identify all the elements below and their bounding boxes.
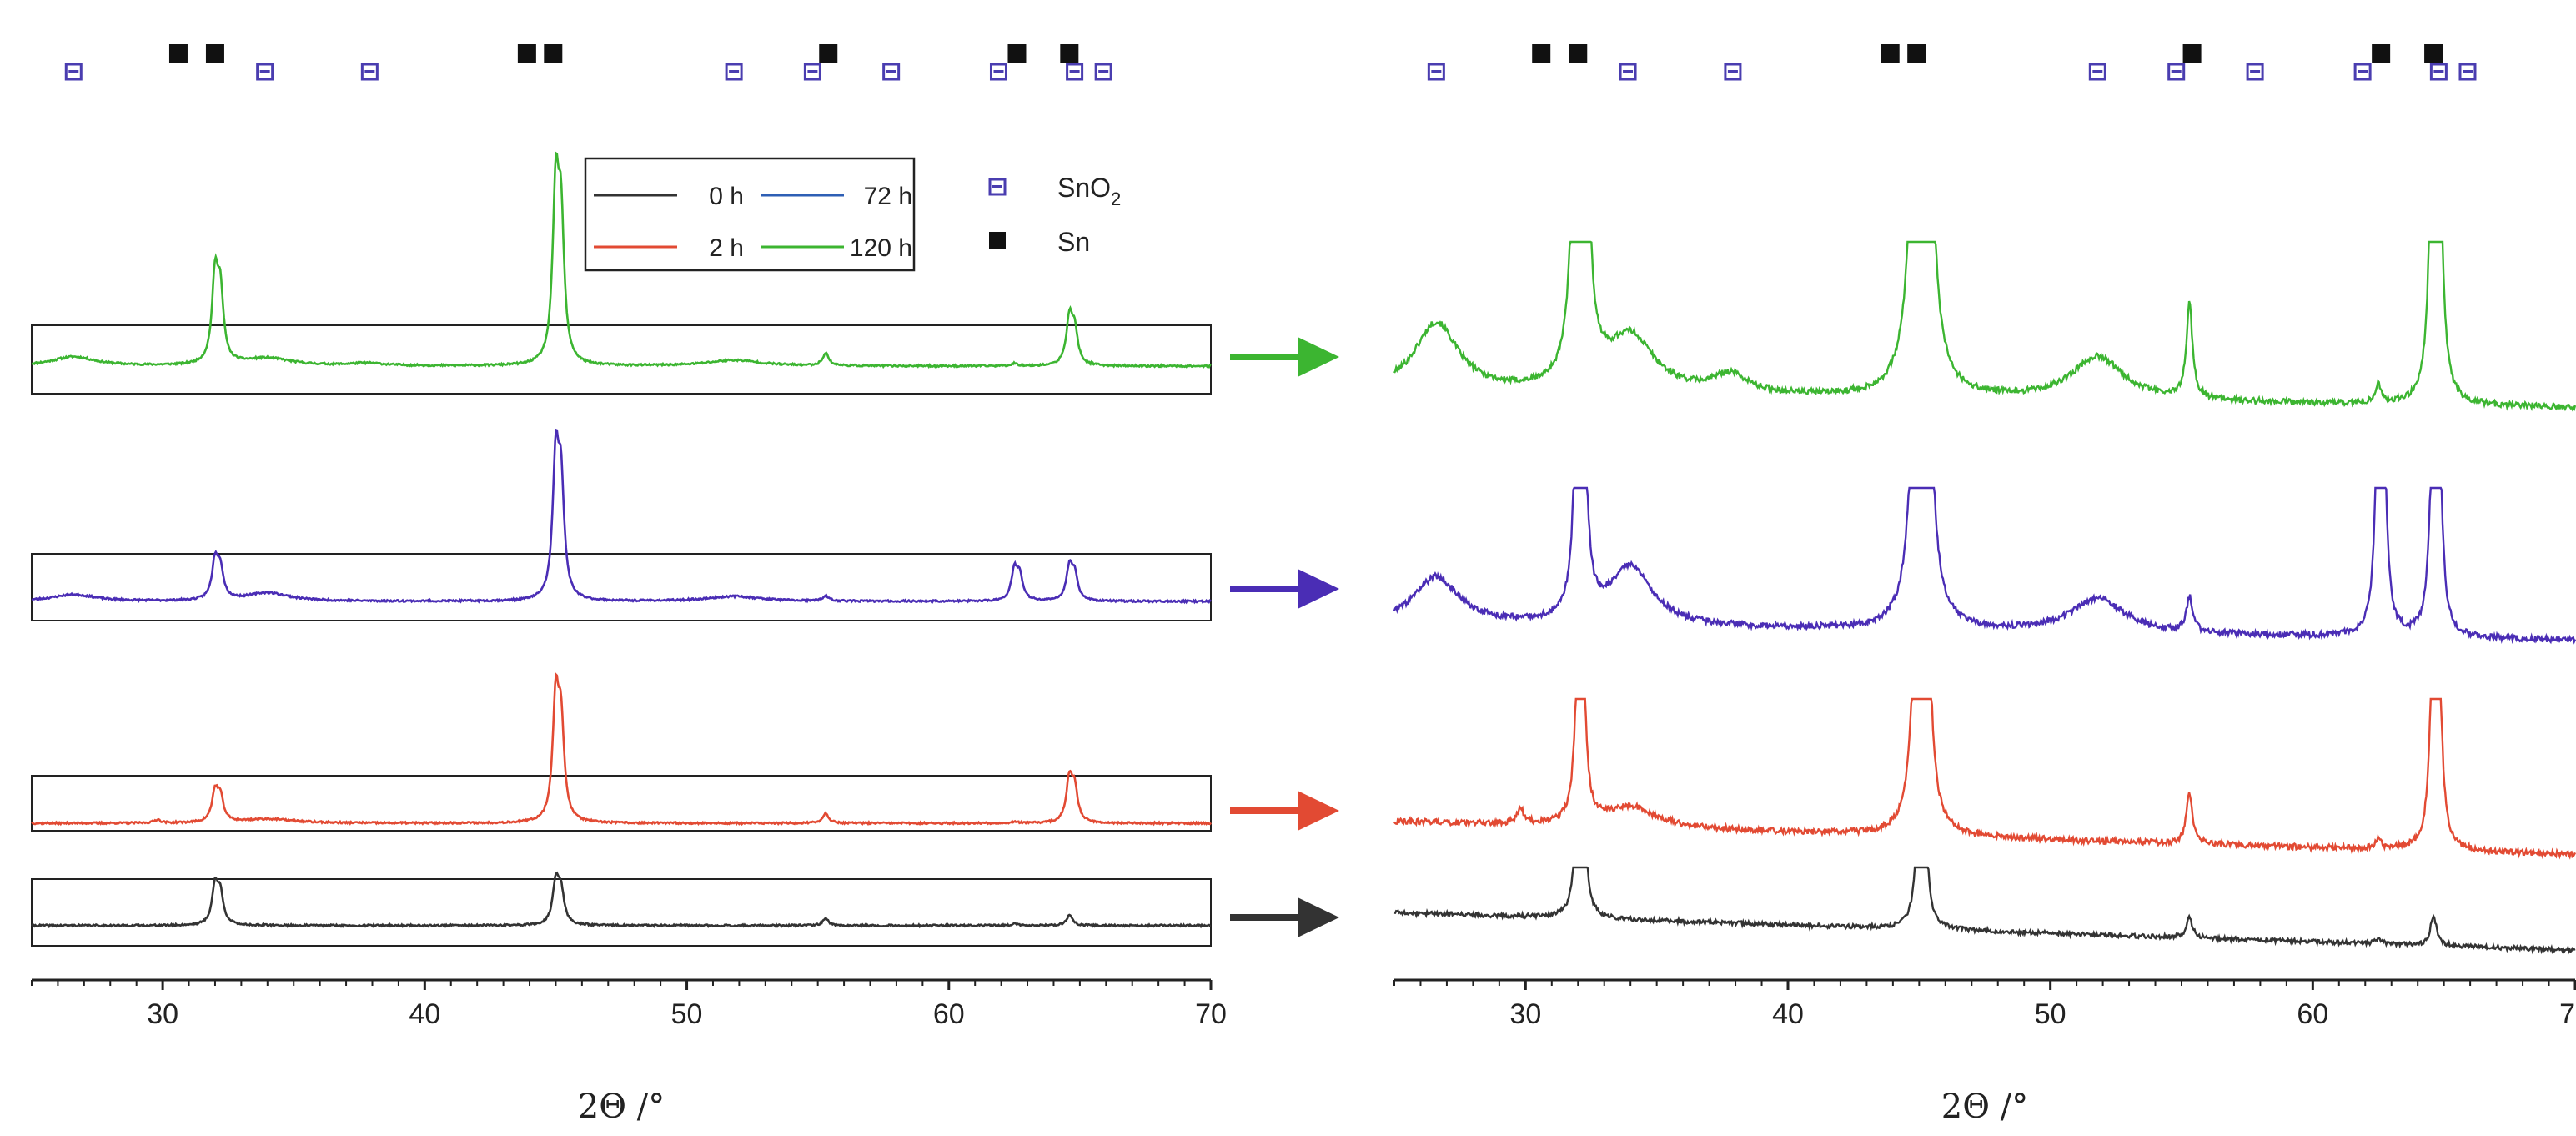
legend-label: 0 h <box>709 183 744 210</box>
tick-label: 30 <box>1509 998 1541 1030</box>
tick-label: 30 <box>147 998 178 1030</box>
sn-marker <box>1569 44 1588 63</box>
arrow-head <box>1298 569 1339 609</box>
sn-marker <box>1060 44 1079 63</box>
sn-marker <box>2424 44 2443 63</box>
left-x-axis-label: 2Θ /° <box>578 1088 665 1126</box>
zoom-box <box>31 324 1212 395</box>
tick-label: 60 <box>933 998 965 1030</box>
tick-label: 70 <box>2559 998 2576 1030</box>
series-line-zoomed <box>1393 697 2576 860</box>
right-x-axis-label: 2Θ /° <box>1941 1088 2028 1126</box>
zoom-box <box>31 775 1212 832</box>
legend-sno2-label: SnO2 <box>1057 173 1121 209</box>
series-line <box>30 871 1211 929</box>
legend-box <box>584 157 916 272</box>
series-line <box>31 151 1212 369</box>
sn-marker <box>1007 44 1027 63</box>
arrow-head <box>1298 337 1339 377</box>
arrow-head <box>1298 791 1339 831</box>
series-line <box>31 671 1213 827</box>
tick-label: 40 <box>1772 998 1804 1030</box>
sn-marker <box>517 44 536 63</box>
tick-label: 70 <box>1195 998 1227 1030</box>
sn-marker <box>168 44 188 63</box>
legend: 0 h 72 h 2 h 120 h SnO2 Sn <box>584 157 1121 272</box>
zoom-box <box>31 878 1212 947</box>
series-line-zoomed <box>1393 486 2576 645</box>
legend-label: 2 h <box>709 234 744 262</box>
legend-sn-marker <box>989 232 1006 249</box>
tick-label: 50 <box>671 998 703 1030</box>
right-panel: 30 40 50 60 70 2Θ /° <box>1393 44 2576 1126</box>
legend-sno2-text: SnO <box>1057 173 1111 203</box>
tick-label: 40 <box>409 998 440 1030</box>
sn-marker <box>2182 44 2202 63</box>
legend-sn-label: Sn <box>1057 227 1090 257</box>
tick-label: 60 <box>2297 998 2328 1030</box>
sn-marker <box>2372 44 2391 63</box>
series-line-zoomed <box>1393 240 2576 412</box>
arrow-head <box>1298 897 1339 937</box>
sn-marker <box>544 44 563 63</box>
series-line <box>31 428 1212 605</box>
tick-label: 50 <box>2035 998 2066 1030</box>
sn-marker <box>1532 44 1551 63</box>
sn-marker <box>1907 44 1926 63</box>
sn-marker <box>205 44 224 63</box>
legend-label: 120 h <box>850 234 912 262</box>
sn-marker <box>819 44 838 63</box>
arrows <box>1230 337 1339 937</box>
legend-sno2-subscript: 2 <box>1111 188 1121 209</box>
left-panel: 30 40 50 60 70 2Θ /° <box>30 44 1227 1126</box>
series-line-zoomed <box>1393 866 2576 955</box>
zoom-box <box>31 553 1212 621</box>
sn-marker <box>1881 44 1900 63</box>
legend-label: 72 h <box>864 183 912 210</box>
